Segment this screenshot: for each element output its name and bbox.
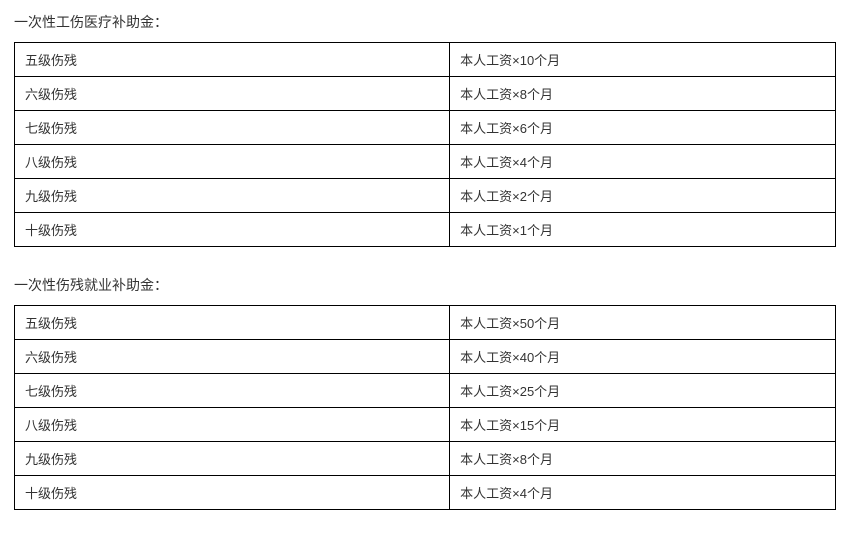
disability-level-cell: 六级伤残: [15, 340, 450, 374]
table-row: 十级伤残 本人工资×1个月: [15, 213, 836, 247]
table-row: 六级伤残 本人工资×40个月: [15, 340, 836, 374]
amount-cell: 本人工资×6个月: [450, 111, 836, 145]
amount-cell: 本人工资×8个月: [450, 77, 836, 111]
section-title: 一次性伤残就业补助金：: [14, 275, 836, 295]
disability-level-cell: 九级伤残: [15, 179, 450, 213]
amount-cell: 本人工资×1个月: [450, 213, 836, 247]
amount-cell: 本人工资×4个月: [450, 145, 836, 179]
table-row: 六级伤残 本人工资×8个月: [15, 77, 836, 111]
table-row: 九级伤残 本人工资×8个月: [15, 442, 836, 476]
table-row: 八级伤残 本人工资×4个月: [15, 145, 836, 179]
disability-level-cell: 六级伤残: [15, 77, 450, 111]
table-row: 十级伤残 本人工资×4个月: [15, 476, 836, 510]
amount-cell: 本人工资×4个月: [450, 476, 836, 510]
section-title: 一次性工伤医疗补助金：: [14, 12, 836, 32]
employment-subsidy-section: 一次性伤残就业补助金： 五级伤残 本人工资×50个月 六级伤残 本人工资×40个…: [14, 275, 836, 510]
table-row: 五级伤残 本人工资×10个月: [15, 43, 836, 77]
amount-cell: 本人工资×25个月: [450, 374, 836, 408]
disability-level-cell: 十级伤残: [15, 476, 450, 510]
medical-subsidy-section: 一次性工伤医疗补助金： 五级伤残 本人工资×10个月 六级伤残 本人工资×8个月…: [14, 12, 836, 247]
amount-cell: 本人工资×10个月: [450, 43, 836, 77]
disability-level-cell: 五级伤残: [15, 306, 450, 340]
table-row: 七级伤残 本人工资×25个月: [15, 374, 836, 408]
employment-subsidy-table: 五级伤残 本人工资×50个月 六级伤残 本人工资×40个月 七级伤残 本人工资×…: [14, 305, 836, 510]
disability-level-cell: 五级伤残: [15, 43, 450, 77]
amount-cell: 本人工资×15个月: [450, 408, 836, 442]
medical-subsidy-table: 五级伤残 本人工资×10个月 六级伤残 本人工资×8个月 七级伤残 本人工资×6…: [14, 42, 836, 247]
disability-level-cell: 七级伤残: [15, 111, 450, 145]
table-row: 五级伤残 本人工资×50个月: [15, 306, 836, 340]
disability-level-cell: 八级伤残: [15, 145, 450, 179]
table-row: 七级伤残 本人工资×6个月: [15, 111, 836, 145]
amount-cell: 本人工资×50个月: [450, 306, 836, 340]
table-row: 八级伤残 本人工资×15个月: [15, 408, 836, 442]
disability-level-cell: 八级伤残: [15, 408, 450, 442]
table-row: 九级伤残 本人工资×2个月: [15, 179, 836, 213]
amount-cell: 本人工资×2个月: [450, 179, 836, 213]
amount-cell: 本人工资×40个月: [450, 340, 836, 374]
disability-level-cell: 十级伤残: [15, 213, 450, 247]
disability-level-cell: 九级伤残: [15, 442, 450, 476]
disability-level-cell: 七级伤残: [15, 374, 450, 408]
amount-cell: 本人工资×8个月: [450, 442, 836, 476]
